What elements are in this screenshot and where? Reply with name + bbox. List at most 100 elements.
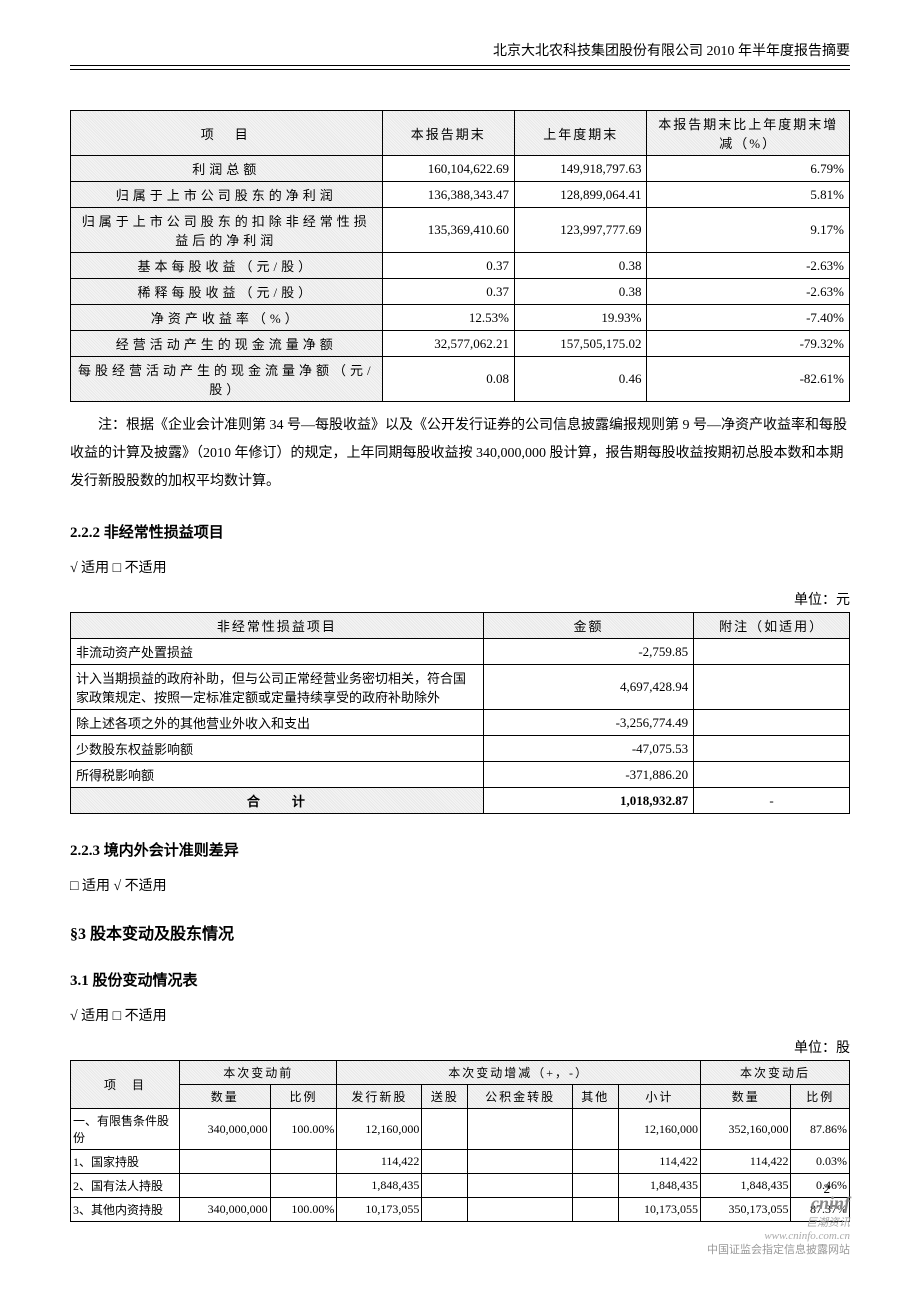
cell-change: 5.81%: [647, 182, 850, 208]
share-row-label: 1、国家持股: [71, 1150, 180, 1174]
sub-new-issue: 发行新股: [337, 1085, 422, 1109]
cell: [572, 1198, 618, 1222]
cell: [468, 1174, 572, 1198]
cell-current: 0.37: [382, 253, 514, 279]
cell: [422, 1174, 468, 1198]
nri-row-label: 计入当期损益的政府补助，但与公司正常经营业务密切相关，符合国家政策规定、按照一定…: [71, 665, 484, 710]
cell-current: 12.53%: [382, 305, 514, 331]
total-note: -: [694, 788, 850, 814]
cell: [422, 1150, 468, 1174]
watermark: cninf 巨潮资讯 www.cninfo.com.cn: [764, 1193, 850, 1242]
cell: 114,422: [700, 1150, 791, 1174]
cell: 10,173,055: [618, 1198, 700, 1222]
watermark-logo: cninf: [764, 1193, 850, 1214]
unit-gu: 单位：股: [70, 1037, 850, 1057]
cell: 114,422: [618, 1150, 700, 1174]
cell-change: 9.17%: [647, 208, 850, 253]
total-amount: 1,018,932.87: [483, 788, 693, 814]
cell: 1,848,435: [618, 1174, 700, 1198]
nri-row-label: 非流动资产处置损益: [71, 639, 484, 665]
col-nri-note: 附注（如适用）: [694, 613, 850, 639]
sub-reserve: 公积金转股: [468, 1085, 572, 1109]
table-row-label: 净资产收益率（%）: [71, 305, 383, 331]
sub-pct-after: 比例: [791, 1085, 850, 1109]
cell: [572, 1174, 618, 1198]
applicable-check-3: √ 适用 □ 不适用: [70, 1005, 850, 1025]
page-header: 北京大北农科技集团股份有限公司 2010 年半年度报告摘要: [70, 40, 850, 66]
cell-prev: 0.38: [515, 279, 647, 305]
cell: [180, 1174, 271, 1198]
cell-prev: 149,918,797.63: [515, 156, 647, 182]
sub-qty-before: 数量: [180, 1085, 271, 1109]
footer-text: 中国证监会指定信息披露网站: [707, 1241, 850, 1257]
sub-qty-after: 数量: [700, 1085, 791, 1109]
cell-current: 136,388,343.47: [382, 182, 514, 208]
cell-prev: 0.38: [515, 253, 647, 279]
nri-row-amount: -47,075.53: [483, 736, 693, 762]
col-nri-amount: 金额: [483, 613, 693, 639]
cell: [468, 1198, 572, 1222]
cell-prev: 128,899,064.41: [515, 182, 647, 208]
financial-summary-table: 项 目 本报告期末 上年度期末 本报告期末比上年度期末增减（%） 利润总额 16…: [70, 110, 850, 402]
watermark-brand: 巨潮资讯: [764, 1214, 850, 1230]
cell-prev: 19.93%: [515, 305, 647, 331]
nri-row-label: 少数股东权益影响额: [71, 736, 484, 762]
cell: 100.00%: [270, 1109, 337, 1150]
nri-row-amount: 4,697,428.94: [483, 665, 693, 710]
col-nri-item: 非经常性损益项目: [71, 613, 484, 639]
cell: [270, 1150, 337, 1174]
cell: 12,160,000: [337, 1109, 422, 1150]
table-row-label: 每股经营活动产生的现金流量净额（元/股）: [71, 357, 383, 402]
nri-row-amount: -2,759.85: [483, 639, 693, 665]
sub-other: 其他: [572, 1085, 618, 1109]
cell: [468, 1150, 572, 1174]
table-row-label: 归属于上市公司股东的净利润: [71, 182, 383, 208]
cell: 100.00%: [270, 1198, 337, 1222]
share-changes-table: 项 目 本次变动前 本次变动增减（+，-） 本次变动后 数量 比例 发行新股 送…: [70, 1060, 850, 1222]
col-item: 项 目: [71, 111, 383, 156]
cell-current: 135,369,410.60: [382, 208, 514, 253]
cell-prev: 0.46: [515, 357, 647, 402]
note-text: 注：根据《企业会计准则第 34 号—每股收益》以及《公开发行证券的公司信息披露编…: [70, 412, 850, 496]
sub-pct-before: 比例: [270, 1085, 337, 1109]
nri-row-label: 所得税影响额: [71, 762, 484, 788]
cell-current: 32,577,062.21: [382, 331, 514, 357]
cell-change: -7.40%: [647, 305, 850, 331]
cell-current: 0.37: [382, 279, 514, 305]
table-row-label: 基本每股收益（元/股）: [71, 253, 383, 279]
nri-row-amount: -3,256,774.49: [483, 710, 693, 736]
cell: [572, 1109, 618, 1150]
cell-prev: 157,505,175.02: [515, 331, 647, 357]
cell: 340,000,000: [180, 1109, 271, 1150]
table-row-label: 经营活动产生的现金流量净额: [71, 331, 383, 357]
cell: 1,848,435: [337, 1174, 422, 1198]
section-31-title: 3.1 股份变动情况表: [70, 969, 850, 990]
nri-row-note: [694, 762, 850, 788]
cell-change: -79.32%: [647, 331, 850, 357]
section-223-title: 2.2.3 境内外会计准则差异: [70, 839, 850, 860]
cell-prev: 123,997,777.69: [515, 208, 647, 253]
col-item: 项 目: [71, 1061, 180, 1109]
unit-yuan: 单位：元: [70, 589, 850, 609]
nri-row-note: [694, 710, 850, 736]
cell: 12,160,000: [618, 1109, 700, 1150]
section-222-title: 2.2.2 非经常性损益项目: [70, 521, 850, 542]
non-recurring-table: 非经常性损益项目 金额 附注（如适用） 非流动资产处置损益 -2,759.85 …: [70, 612, 850, 814]
cell-change: 6.79%: [647, 156, 850, 182]
applicable-check-2: □ 适用 √ 不适用: [70, 875, 850, 895]
cell: [468, 1109, 572, 1150]
nri-row-note: [694, 736, 850, 762]
group-change: 本次变动增减（+，-）: [337, 1061, 701, 1085]
header-rule: [70, 69, 850, 70]
cell: [422, 1109, 468, 1150]
nri-row-amount: -371,886.20: [483, 762, 693, 788]
nri-row-note: [694, 639, 850, 665]
cell-change: -2.63%: [647, 279, 850, 305]
share-row-label: 一、有限售条件股份: [71, 1109, 180, 1150]
nri-row-label: 除上述各项之外的其他营业外收入和支出: [71, 710, 484, 736]
col-current: 本报告期末: [382, 111, 514, 156]
table-row-label: 利润总额: [71, 156, 383, 182]
table-row-label: 稀释每股收益（元/股）: [71, 279, 383, 305]
cell-current: 160,104,622.69: [382, 156, 514, 182]
applicable-check-1: √ 适用 □ 不适用: [70, 557, 850, 577]
